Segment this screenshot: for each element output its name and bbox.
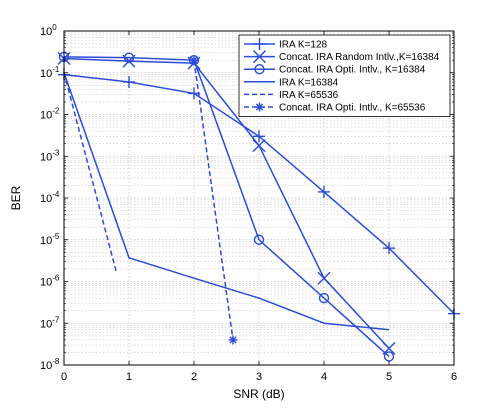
x-tick-label: 0 — [61, 371, 67, 383]
y-tick-label: 10-3 — [40, 148, 60, 163]
series-5 — [63, 72, 117, 272]
legend-entry: IRA K=16384 — [244, 77, 339, 88]
legend-label: IRA K=16384 — [279, 77, 339, 88]
x-tick-label: 6 — [451, 371, 457, 383]
y-tick-label: 10-5 — [40, 232, 60, 247]
legend-label: Concat. IRA Opti. Intlv., K=16384 — [279, 65, 426, 76]
y-tick-label: 100 — [40, 23, 57, 38]
y-tick-label: 10-8 — [40, 357, 60, 372]
legend-label: IRA K=128 — [279, 40, 328, 51]
data-point-x — [252, 139, 266, 153]
y-axis-label: BER — [9, 185, 23, 210]
y-tick-label: 10-1 — [40, 65, 60, 80]
x-tick-label: 2 — [191, 371, 197, 383]
legend-label: Concat. IRA Opti. Intlv., K=65536 — [279, 103, 426, 114]
series-layer — [57, 51, 460, 362]
series-line — [63, 72, 117, 272]
x-tick-label: 3 — [256, 371, 262, 383]
x-axis-label: SNR (dB) — [233, 387, 284, 401]
series-line — [63, 72, 390, 331]
legend-entry: IRA K=128 — [244, 38, 328, 51]
x-tick-label: 4 — [321, 371, 327, 383]
series-4 — [63, 72, 390, 331]
series-6 — [189, 55, 238, 345]
y-tick-label: 10-2 — [40, 107, 60, 122]
data-point-plus — [123, 76, 135, 89]
series-3 — [58, 51, 395, 362]
legend-label: Concat. IRA Random Intlv.,K=16384 — [279, 52, 440, 63]
data-point-circle — [123, 52, 135, 63]
data-point-circle — [253, 234, 265, 245]
series-line — [63, 56, 390, 358]
x-tick-label: 5 — [386, 371, 392, 383]
data-point-star — [228, 335, 238, 345]
legend-box — [238, 34, 451, 117]
legend-entry: Concat. IRA Random Intlv.,K=16384 — [244, 50, 440, 64]
legend-label: IRA K=65536 — [279, 90, 339, 101]
legend-entry: Concat. IRA Opti. Intlv., K=65536 — [244, 102, 426, 114]
data-point-x — [253, 50, 266, 64]
legend-entry: IRA K=65536 — [244, 90, 339, 101]
data-point-star — [189, 55, 199, 65]
ticks: 0 1 2 3 4 5 6 10-8 10-7 10-6 10-5 10-4 10-3 10-2 10-1 1… — [40, 23, 457, 383]
data-point-plus — [383, 242, 395, 255]
y-tick-label: 10-7 — [40, 315, 60, 330]
data-point-plus — [253, 38, 266, 50]
data-point-star — [255, 102, 264, 112]
data-point-plus — [318, 185, 330, 198]
data-point-circle — [383, 351, 395, 362]
y-tick-label: 10-4 — [40, 190, 60, 205]
data-point-x — [317, 271, 331, 285]
data-point-plus — [253, 130, 265, 143]
data-point-circle — [254, 63, 265, 75]
y-tick-label: 10-6 — [40, 274, 60, 289]
series-line — [193, 60, 234, 340]
legend-entry: Concat. IRA Opti. Intlv., K=16384 — [244, 63, 426, 76]
x-tick-label: 1 — [126, 371, 132, 383]
data-point-circle — [318, 292, 330, 304]
series-line — [63, 57, 390, 349]
